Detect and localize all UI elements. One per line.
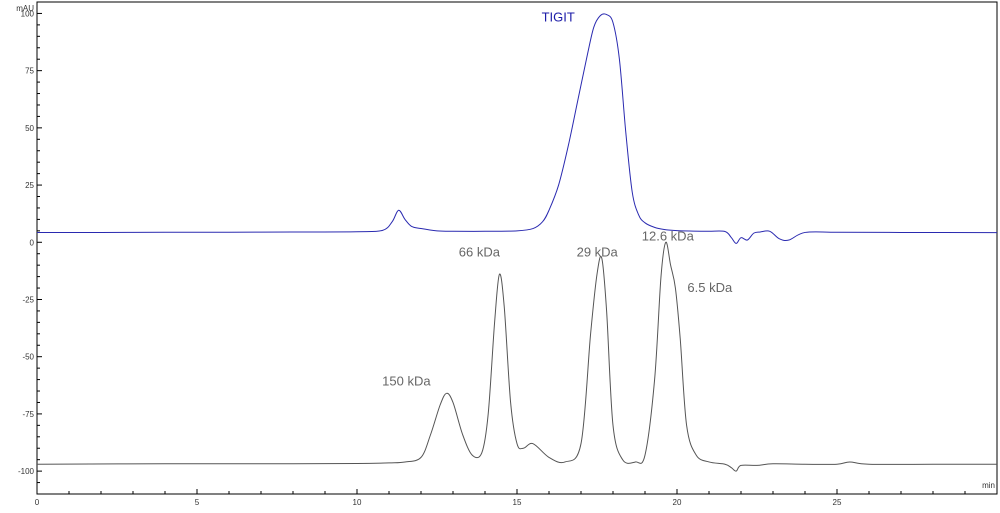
x-tick-label: 5 xyxy=(195,498,200,507)
y-tick-label: -50 xyxy=(22,353,34,362)
axes xyxy=(36,1,998,495)
peak-annotation: 66 kDa xyxy=(459,244,501,259)
x-tick-label: 15 xyxy=(513,498,522,507)
peak-annotation: TIGIT xyxy=(542,10,575,25)
annotations-group: TIGIT 150 kDa 66 kDa 29 kDa 12.6 kDa 6.5 kDa xyxy=(382,10,733,389)
peak-annotation: 12.6 kDa xyxy=(642,228,695,243)
x-tick-label: 10 xyxy=(353,498,362,507)
y-tick-label: 0 xyxy=(30,238,35,247)
peak-annotation: 29 kDa xyxy=(577,244,619,259)
y-unit-label: mAU xyxy=(16,4,34,13)
y-tick-label: 100 xyxy=(21,9,35,18)
x-unit-label: min xyxy=(982,481,995,490)
x-tick-label: 20 xyxy=(673,498,682,507)
y-tick-label: -75 xyxy=(22,410,34,419)
axis-ticks: 0 5 10 15 20 25 min 100 75 50 25 0 -25 -50 -75 -100 mAU xyxy=(16,4,998,507)
plot-frame xyxy=(36,1,998,495)
y-tick-label: 50 xyxy=(25,124,34,133)
y-tick-label: 25 xyxy=(25,181,34,190)
peak-annotation: 6.5 kDa xyxy=(687,280,733,295)
x-tick-label: 0 xyxy=(35,498,40,507)
x-tick-label: 25 xyxy=(833,498,842,507)
series-group xyxy=(36,13,998,472)
y-tick-label: 75 xyxy=(25,67,34,76)
y-tick-label: -100 xyxy=(18,467,35,476)
series-line-1 xyxy=(36,13,998,244)
peak-annotation: 150 kDa xyxy=(382,373,431,388)
y-tick-label: -25 xyxy=(22,295,34,304)
series-line-2 xyxy=(36,241,997,472)
